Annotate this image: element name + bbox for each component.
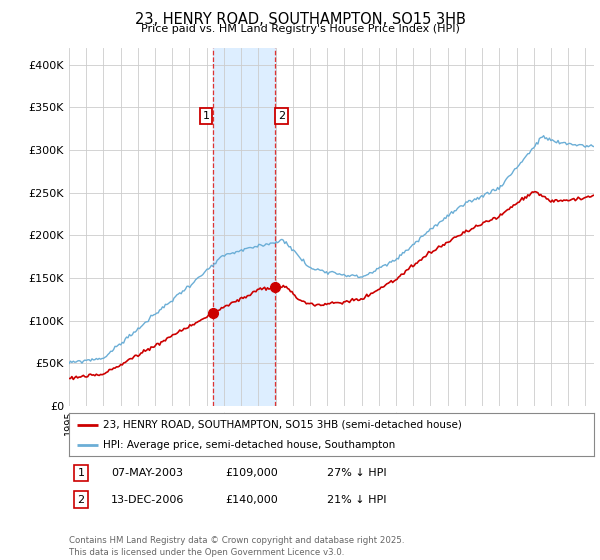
Text: £109,000: £109,000 bbox=[225, 468, 278, 478]
Bar bbox=[213, 48, 275, 406]
Text: Contains HM Land Registry data © Crown copyright and database right 2025.
This d: Contains HM Land Registry data © Crown c… bbox=[69, 536, 404, 557]
Text: 1: 1 bbox=[202, 111, 209, 121]
Text: 2: 2 bbox=[77, 494, 85, 505]
Text: Price paid vs. HM Land Registry's House Price Index (HPI): Price paid vs. HM Land Registry's House … bbox=[140, 24, 460, 34]
Text: 2: 2 bbox=[278, 111, 285, 121]
Text: £140,000: £140,000 bbox=[225, 494, 278, 505]
Text: 21% ↓ HPI: 21% ↓ HPI bbox=[327, 494, 386, 505]
Text: 23, HENRY ROAD, SOUTHAMPTON, SO15 3HB: 23, HENRY ROAD, SOUTHAMPTON, SO15 3HB bbox=[134, 12, 466, 27]
Text: 1: 1 bbox=[77, 468, 85, 478]
Text: 27% ↓ HPI: 27% ↓ HPI bbox=[327, 468, 386, 478]
Text: 13-DEC-2006: 13-DEC-2006 bbox=[111, 494, 184, 505]
Text: HPI: Average price, semi-detached house, Southampton: HPI: Average price, semi-detached house,… bbox=[103, 441, 395, 450]
Text: 23, HENRY ROAD, SOUTHAMPTON, SO15 3HB (semi-detached house): 23, HENRY ROAD, SOUTHAMPTON, SO15 3HB (s… bbox=[103, 419, 462, 430]
Text: 07-MAY-2003: 07-MAY-2003 bbox=[111, 468, 183, 478]
